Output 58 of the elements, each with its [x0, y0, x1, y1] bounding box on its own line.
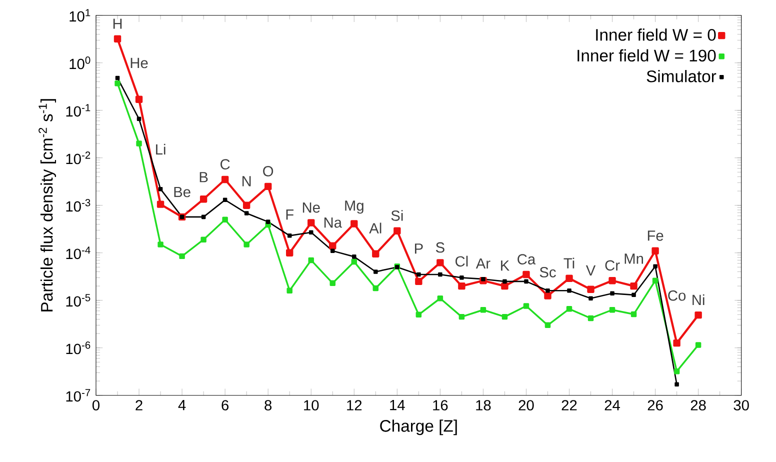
x-tick-label: 8: [264, 400, 272, 410]
annotation: He: [130, 58, 148, 68]
x-tick-label: 12: [347, 400, 362, 410]
annotation: Ar: [476, 258, 490, 269]
y-tick-label: 10$^{-5}$: [66, 294, 90, 307]
x-tick-label: 24: [604, 400, 620, 410]
legend-label: Simulator: [646, 70, 716, 82]
x-tick-label: 30: [734, 400, 749, 410]
x-tick-label: 10: [304, 400, 319, 410]
annotation: F: [286, 210, 294, 220]
annotation: Fe: [648, 230, 664, 241]
y-tick-label: 10$^{-1}$: [66, 104, 90, 117]
annotation: Li: [156, 144, 166, 154]
annotation: Be: [174, 186, 190, 198]
annotation: Co: [668, 290, 686, 301]
y-tick-label: 10$^{-2}$: [66, 152, 90, 164]
annotation: H: [113, 18, 122, 29]
legend-label: Inner field W = 0: [596, 28, 716, 41]
annotation: Ne: [302, 202, 320, 213]
x-tick-label: 16: [433, 400, 448, 410]
x-tick-label: 20: [518, 400, 534, 410]
annotation: K: [501, 260, 510, 271]
y-tick-label: 10$^{-6}$: [66, 342, 90, 354]
x-tick-label: 0: [92, 400, 100, 410]
y-tick-label: 10$^{-3}$: [66, 199, 90, 212]
x-tick-label: 6: [222, 400, 228, 410]
annotation: S: [436, 242, 444, 253]
y-tick-label: 10$^{0}$: [70, 56, 90, 70]
x-tick-label: 28: [690, 400, 706, 410]
annotation: Si: [391, 210, 403, 221]
annotation: Ti: [564, 258, 574, 268]
annotation: Mn: [624, 254, 643, 264]
annotation: B: [200, 172, 208, 182]
annotation: Cr: [605, 260, 620, 271]
annotation: Ni: [692, 294, 704, 306]
y-tick-label: 10$^{-4}$: [66, 246, 90, 260]
x-tick-label: 22: [562, 400, 577, 410]
x-tick-label: 14: [390, 400, 405, 410]
annotation: Cl: [456, 256, 468, 267]
legend-label: Inner field W = 190: [578, 49, 716, 62]
x-tick-label: 26: [648, 400, 663, 410]
annotation: Sc: [540, 267, 556, 278]
y-tick-label: 10$^{1}$: [70, 9, 90, 22]
annotation: Ca: [518, 254, 536, 264]
x-tick-label: 4: [178, 400, 186, 410]
annotation: O: [263, 166, 274, 176]
annotation: P: [414, 244, 423, 254]
x-tick-label: 18: [476, 400, 491, 410]
annotation: Al: [369, 222, 382, 234]
y-tick-label: 10$^{-7}$: [66, 389, 90, 402]
x-axis-title: Charge [Z]: [380, 420, 457, 436]
annotation: N: [242, 176, 251, 186]
annotation: V: [586, 265, 596, 276]
x-tick-label: 2: [136, 400, 142, 410]
annotation: Na: [324, 218, 342, 228]
y-axis-title: Particle flux density [cm$^{-2}$ s$^{-1}$]: [38, 99, 56, 312]
annotation: Mg: [345, 200, 364, 214]
annotation: C: [220, 159, 230, 170]
